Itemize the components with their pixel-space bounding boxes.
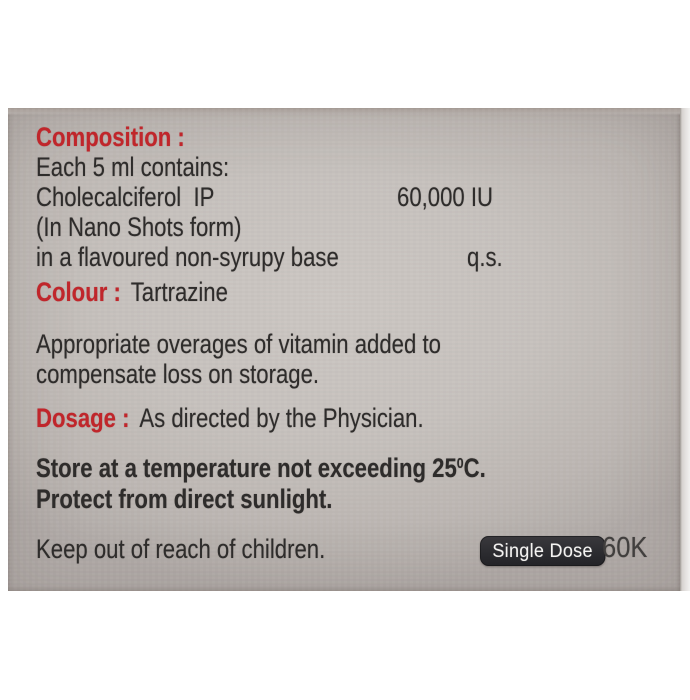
- base-note: in a flavoured non-syrupy base: [36, 242, 339, 272]
- ingredient-strength-value: 60,000 IU: [397, 182, 494, 212]
- degree-superscript: 0: [456, 455, 464, 472]
- storage-line1: Store at a temperature not exceeding 250…: [36, 452, 486, 489]
- composition-heading: Composition :: [36, 122, 185, 152]
- storage-line1-text: Store at a temperature not exceeding 25: [36, 453, 457, 483]
- storage-line2: Protect from direct sunlight.: [36, 484, 333, 514]
- strength-60k-mark: 60K: [602, 532, 648, 564]
- colour-value: Tartrazine: [130, 277, 228, 307]
- dosage-value: As directed by the Physician.: [139, 403, 424, 433]
- overage-note-line2: compensate loss on storage.: [36, 359, 320, 389]
- colour-line: Colour : Tartrazine: [36, 276, 228, 308]
- contains-line: Each 5 ml contains:: [36, 152, 230, 182]
- overage-note-line1: Appropriate overages of vitamin added to: [36, 329, 441, 359]
- ingredient-name: Cholecalciferol IP: [36, 182, 215, 212]
- dosage-label: Dosage :: [36, 403, 130, 433]
- carton-side-fold-strip: [680, 108, 690, 591]
- children-warning: Keep out of reach of children.: [36, 534, 326, 564]
- carton-back-panel: Composition : Each 5 ml contains: Cholec…: [8, 108, 680, 591]
- colour-label: Colour :: [36, 277, 121, 307]
- form-note: (In Nano Shots form): [36, 212, 242, 242]
- dosage-line: Dosage : As directed by the Physician.: [36, 402, 424, 434]
- panel-top-fold-edge: [8, 108, 680, 115]
- single-dose-badge: Single Dose: [480, 536, 606, 566]
- storage-line1-unit: C.: [463, 453, 486, 483]
- base-qs-value: q.s.: [467, 242, 503, 272]
